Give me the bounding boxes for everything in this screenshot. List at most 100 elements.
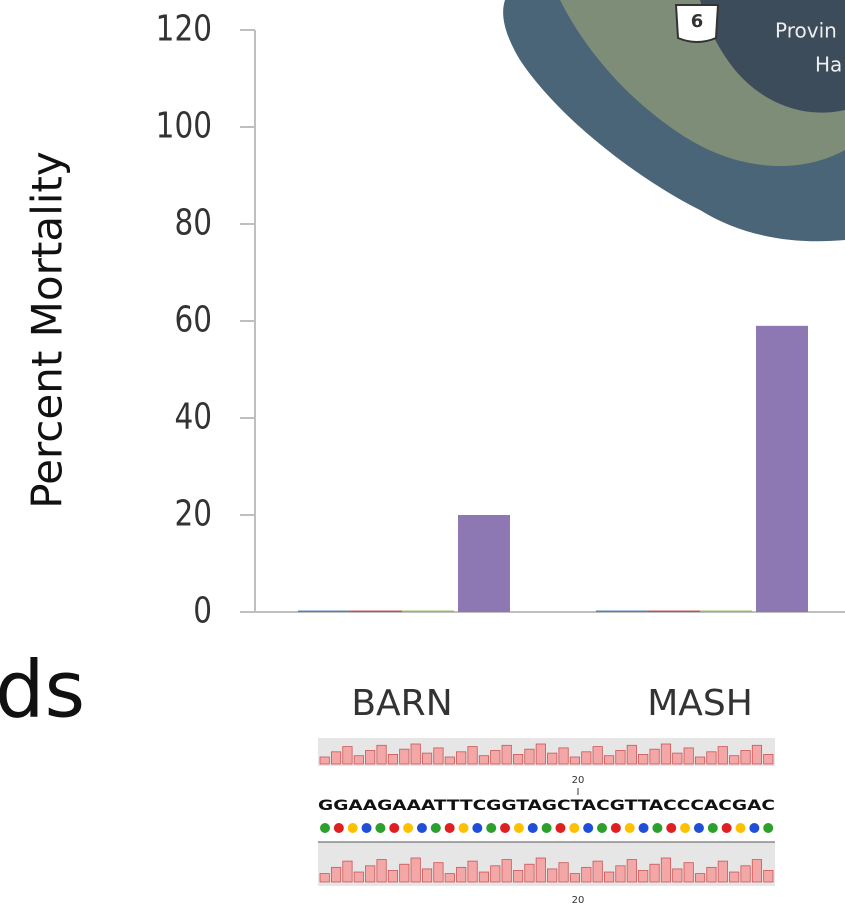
trace-peak: [650, 749, 659, 764]
trace-peak: [559, 863, 568, 882]
trace-peak: [752, 745, 761, 764]
trace-peak: [616, 751, 625, 765]
trace-peak: [411, 744, 420, 764]
base-dot: [362, 823, 372, 833]
trace-peak: [377, 745, 386, 764]
trace-peak: [457, 752, 466, 764]
trace-peak: [730, 872, 739, 882]
trace-peak: [468, 861, 477, 882]
base-dot: [625, 823, 635, 833]
base-dot: [763, 823, 773, 833]
trace-peak: [707, 752, 716, 764]
bar: [648, 611, 700, 612]
trace-peak: [445, 757, 454, 764]
base-dot: [500, 823, 510, 833]
bar: [298, 611, 350, 612]
trace-peak: [343, 747, 352, 764]
y-tick-label: 60: [174, 297, 212, 340]
trace-peak: [718, 861, 727, 882]
trace-peak: [536, 744, 545, 764]
base-dot: [611, 823, 621, 833]
trace-peak: [354, 756, 363, 764]
base-dot: [403, 823, 413, 833]
trace-peak: [366, 751, 375, 765]
bar: [756, 326, 808, 612]
base-dot: [528, 823, 538, 833]
base-dot: [694, 823, 704, 833]
trace-peak: [673, 869, 682, 882]
trace-peak: [434, 748, 443, 764]
trace-peak: [320, 874, 329, 882]
trace-peak: [491, 751, 500, 765]
map-label: Ha: [815, 53, 842, 77]
trace-peak: [570, 874, 579, 882]
y-tick-label: 40: [174, 394, 212, 437]
trace-peak: [593, 861, 602, 882]
trace-peak: [684, 863, 693, 882]
trace-peak: [627, 860, 636, 882]
base-dot: [542, 823, 552, 833]
trace-peak: [707, 867, 716, 882]
trace-peak: [479, 756, 488, 764]
trace-peak: [741, 866, 750, 882]
trace-peak: [661, 744, 670, 764]
trace-peak: [354, 872, 363, 882]
base-dot: [514, 823, 524, 833]
y-axis-title: Percent Mortality: [23, 151, 72, 508]
base-dot: [680, 823, 690, 833]
base-dot: [348, 823, 358, 833]
bar: [700, 611, 752, 612]
y-tick-label: 80: [174, 200, 212, 243]
base-dot: [389, 823, 399, 833]
base-dot: [708, 823, 718, 833]
base-dot: [597, 823, 607, 833]
trace-peak: [536, 858, 545, 882]
trace-peak: [388, 754, 397, 764]
sequence-tick: 20: [572, 895, 585, 906]
sequence-tick: 20: [572, 775, 585, 786]
y-tick-label: 0: [193, 588, 212, 631]
base-dot: [555, 823, 565, 833]
trace-peak: [445, 874, 454, 882]
trace-peak: [695, 757, 704, 764]
trace-peak: [411, 858, 420, 882]
trace-peak: [377, 860, 386, 882]
base-dot: [334, 823, 344, 833]
trace-peak: [400, 749, 409, 764]
x-tick-label: BARN: [351, 683, 452, 724]
trace-peak: [650, 864, 659, 882]
trace-peak: [331, 752, 340, 764]
sequence-panel: 20 GGAAGAAATTTCGGTAGCTACGTTACCCACGAC 20: [318, 738, 775, 906]
trace-peak: [593, 747, 602, 764]
base-dot: [749, 823, 759, 833]
trace-peak: [639, 870, 648, 882]
trace-peak: [468, 747, 477, 764]
y-tick-label: 100: [156, 103, 212, 146]
trace-peak: [502, 745, 511, 764]
trace-peak: [343, 861, 352, 882]
trace-peak: [320, 757, 329, 764]
bar: [596, 611, 648, 612]
trace-peak: [525, 749, 534, 764]
trace-peak: [366, 866, 375, 882]
trace-peak: [422, 753, 431, 764]
trace-peak: [457, 867, 466, 882]
y-tick-label: 20: [174, 491, 212, 534]
base-dot: [569, 823, 579, 833]
base-dot: [666, 823, 676, 833]
route-number: 6: [691, 11, 704, 32]
trace-peak: [582, 867, 591, 882]
trace-peak: [718, 747, 727, 764]
trace-peak: [513, 870, 522, 882]
trace-peak: [491, 866, 500, 882]
slide: 6 Provin Ha Percent Mortality ds 20 GGAA…: [0, 0, 845, 909]
base-dot: [459, 823, 469, 833]
base-dot: [472, 823, 482, 833]
trace-peak: [639, 754, 648, 764]
trace-peak: [695, 874, 704, 882]
bar: [458, 515, 510, 612]
trace-peak: [434, 863, 443, 882]
base-dot: [639, 823, 649, 833]
bar: [350, 611, 402, 612]
trace-peak: [604, 756, 613, 764]
